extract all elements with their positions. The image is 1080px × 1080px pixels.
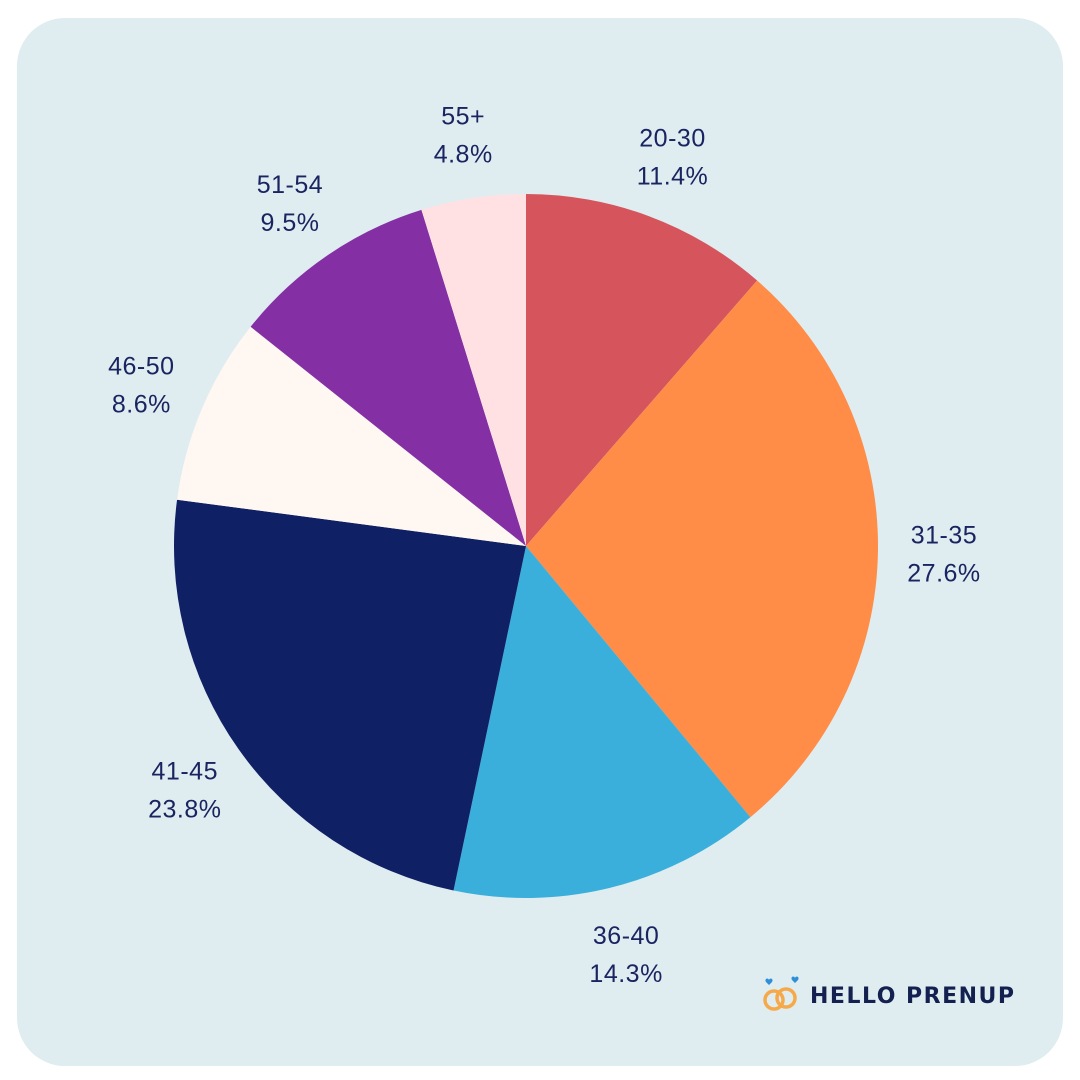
slice-category-label: 51-54	[257, 171, 323, 199]
slice-percent-label: 9.5%	[260, 209, 319, 237]
slice-category-label: 46-50	[108, 352, 174, 380]
brand-logo: HELLO PRENUP	[760, 976, 1016, 1016]
slice-percent-label: 8.6%	[112, 390, 171, 418]
slice-label-31-35: 31-35 27.6%	[907, 521, 980, 587]
slice-percent-label: 14.3%	[589, 960, 662, 988]
slice-label-51-54: 51-54 9.5%	[257, 171, 323, 237]
slice-label-46-50: 46-50 8.6%	[108, 352, 174, 418]
slice-label-41-45: 41-45 23.8%	[148, 757, 221, 823]
pie-slice-36-40	[453, 546, 751, 898]
slice-label-36-40: 36-40 14.3%	[589, 922, 662, 988]
slice-label-55+: 55+ 4.8%	[434, 103, 493, 169]
slice-labels: 20-30 11.4% 31-35 27.6% 36-40 14.3% 41-45 23.8%…	[108, 103, 980, 988]
pie-slice-55+	[421, 194, 526, 546]
slice-category-label: 41-45	[152, 757, 218, 785]
pie-slice-51-54	[250, 209, 526, 546]
slice-category-label: 36-40	[593, 922, 659, 950]
slice-percent-label: 27.6%	[907, 559, 980, 587]
pie-slices	[174, 194, 878, 898]
slice-category-label: 20-30	[639, 125, 705, 153]
pie-slice-20-30	[526, 194, 758, 546]
slice-label-20-30: 20-30 11.4%	[637, 125, 709, 191]
pie-slice-31-35	[526, 280, 878, 818]
slice-category-label: 31-35	[911, 521, 977, 549]
pie-slice-41-45	[174, 499, 527, 891]
brand-name: HELLO PRENUP	[810, 983, 1016, 1009]
interlocked-rings-icon	[763, 976, 799, 1011]
slice-percent-label: 11.4%	[637, 163, 709, 191]
slice-category-label: 55+	[441, 103, 485, 131]
slice-percent-label: 23.8%	[148, 795, 221, 823]
slice-percent-label: 4.8%	[434, 141, 493, 169]
pie-slice-46-50	[177, 326, 527, 546]
